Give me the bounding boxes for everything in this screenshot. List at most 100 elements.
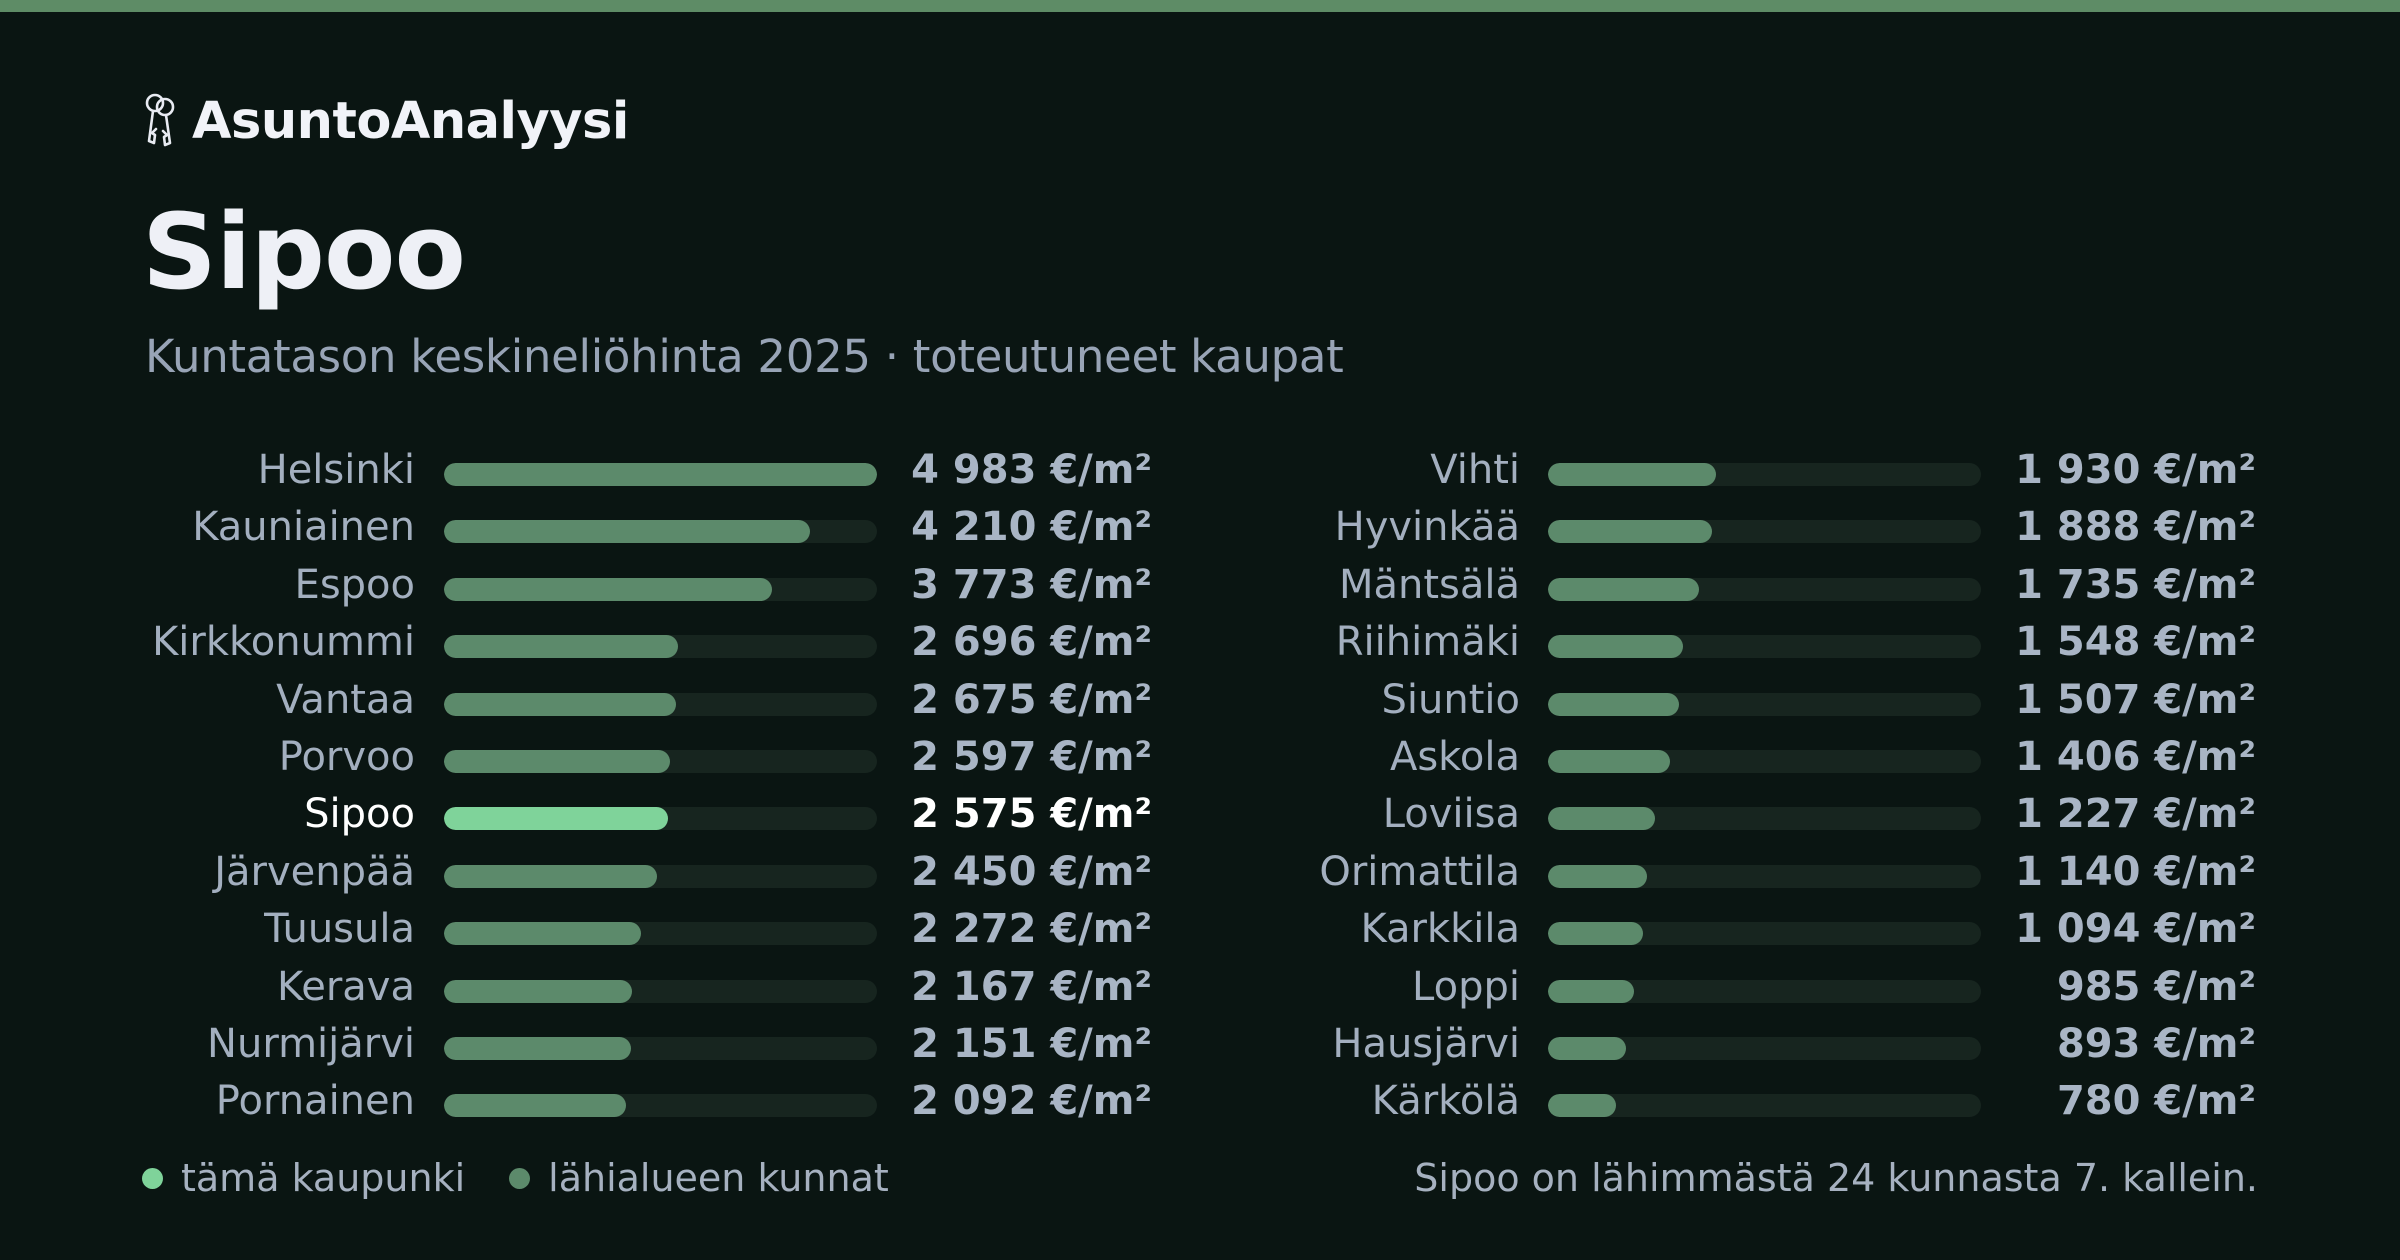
legend-dot-neighbor	[509, 1167, 531, 1189]
value-label: 4 210 €/m²	[911, 504, 1152, 551]
bar-track	[444, 692, 877, 716]
bar-row: Tuusula 2 272 €/m²	[0, 901, 1180, 957]
bar-track	[1548, 1094, 1981, 1118]
bar-row: Kärkölä 780 €/m²	[1180, 1073, 2400, 1129]
legend-item-neighbor: lähialueen kunnat	[509, 1156, 889, 1200]
category-label: Sipoo	[304, 791, 415, 838]
bar-row: Sipoo 2 575 €/m²	[0, 786, 1180, 842]
value-label: 2 575 €/m²	[911, 791, 1152, 838]
value-label: 2 597 €/m²	[911, 734, 1152, 780]
bar-row: Nurmijärvi 2 151 €/m²	[0, 1016, 1180, 1072]
value-label: 2 450 €/m²	[911, 848, 1152, 895]
value-label: 1 507 €/m²	[2015, 676, 2256, 723]
legend: tämä kaupunki lähialueen kunnat	[142, 1152, 933, 1204]
bar-row: Hausjärvi 893 €/m²	[1180, 1016, 2400, 1072]
bar-track	[444, 463, 877, 486]
value-label: 985 €/m²	[2056, 963, 2256, 1010]
footnote: Sipoo on lähimmästä 24 kunnasta 7. kalle…	[1414, 1156, 2258, 1200]
bar	[444, 864, 657, 888]
legend-label-highlight: tämä kaupunki	[181, 1156, 466, 1200]
value-label: 1 406 €/m²	[2015, 734, 2256, 780]
bar	[1548, 864, 1648, 888]
category-label: Hyvinkää	[1334, 504, 1520, 551]
bar	[444, 577, 772, 601]
bar-track	[444, 807, 877, 831]
category-label: Kerava	[277, 963, 415, 1010]
bar	[1548, 1037, 1626, 1060]
bar-track	[1548, 807, 1981, 831]
bar-track	[444, 577, 877, 601]
value-label: 1 888 €/m²	[2015, 504, 2256, 551]
value-label: 4 983 €/m²	[911, 447, 1152, 493]
value-label: 2 675 €/m²	[911, 676, 1152, 723]
bar	[444, 463, 877, 486]
value-label: 2 167 €/m²	[911, 963, 1152, 1010]
value-label: 1 930 €/m²	[2015, 447, 2256, 493]
category-label: Karkkila	[1360, 906, 1520, 953]
value-label: 2 272 €/m²	[911, 906, 1152, 953]
bar-row: Hyvinkää 1 888 €/m²	[1180, 499, 2400, 555]
bar	[444, 692, 677, 716]
bar-row: Riihimäki 1 548 €/m²	[1180, 614, 2400, 670]
bar-track	[444, 922, 877, 946]
category-label: Vantaa	[276, 676, 415, 723]
bar-row: Loviisa 1 227 €/m²	[1180, 786, 2400, 842]
bar-track	[1548, 635, 1981, 659]
category-label: Hausjärvi	[1332, 1021, 1520, 1067]
brand-name: AsuntoAnalyysi	[192, 91, 629, 151]
value-label: 1 140 €/m²	[2015, 848, 2256, 895]
bar-row: Kerava 2 167 €/m²	[0, 959, 1180, 1015]
bar-track	[444, 520, 877, 544]
bar	[444, 635, 679, 659]
bar	[1548, 577, 1699, 601]
legend-label-neighbor: lähialueen kunnat	[548, 1156, 889, 1200]
value-label: 2 151 €/m²	[911, 1021, 1152, 1067]
bar	[444, 750, 670, 773]
bar-row: Mäntsälä 1 735 €/m²	[1180, 557, 2400, 613]
category-label: Loviisa	[1382, 791, 1520, 838]
bar-row: Vantaa 2 675 €/m²	[0, 672, 1180, 728]
category-label: Helsinki	[257, 447, 415, 493]
bar	[1548, 635, 1683, 659]
category-label: Kärkölä	[1371, 1078, 1520, 1125]
bar	[444, 1094, 626, 1118]
bar	[1548, 1094, 1616, 1118]
bar-row: Pornainen 2 092 €/m²	[0, 1073, 1180, 1129]
bar-row: Porvoo 2 597 €/m²	[0, 729, 1180, 785]
value-label: 2 696 €/m²	[911, 619, 1152, 666]
value-label: 893 €/m²	[2056, 1021, 2256, 1067]
category-label: Riihimäki	[1335, 619, 1520, 666]
bar-track	[1548, 577, 1981, 601]
category-label: Tuusula	[264, 906, 415, 953]
bar-track	[1548, 1037, 1981, 1060]
category-label: Siuntio	[1381, 676, 1520, 723]
category-label: Järvenpää	[214, 848, 415, 895]
value-label: 1 735 €/m²	[2015, 561, 2256, 608]
top-accent-bar	[0, 0, 2400, 12]
value-label: 1 548 €/m²	[2015, 619, 2256, 666]
category-label: Nurmijärvi	[207, 1021, 415, 1067]
bar	[1548, 922, 1644, 946]
bar	[1548, 979, 1634, 1003]
category-label: Kirkkonummi	[152, 619, 415, 666]
value-label: 3 773 €/m²	[911, 561, 1152, 608]
bar-row: Espoo 3 773 €/m²	[0, 557, 1180, 613]
bar	[444, 520, 810, 544]
value-label: 1 227 €/m²	[2015, 791, 2256, 838]
category-label: Pornainen	[215, 1078, 415, 1125]
category-label: Porvoo	[278, 734, 415, 780]
bar-row: Helsinki 4 983 €/m²	[0, 442, 1180, 498]
bar-track	[1548, 979, 1981, 1003]
bar-track	[444, 1037, 877, 1060]
bar	[1548, 520, 1713, 544]
category-label: Orimattila	[1319, 848, 1520, 895]
bar	[1548, 463, 1716, 486]
bar-track	[1548, 463, 1981, 486]
category-label: Vihti	[1430, 447, 1520, 493]
category-label: Kauniainen	[192, 504, 415, 551]
bar-track	[1548, 520, 1981, 544]
category-label: Loppi	[1412, 963, 1520, 1010]
bar-row: Askola 1 406 €/m²	[1180, 729, 2400, 785]
bar-row: Orimattila 1 140 €/m²	[1180, 844, 2400, 900]
bar-track	[1548, 864, 1981, 888]
